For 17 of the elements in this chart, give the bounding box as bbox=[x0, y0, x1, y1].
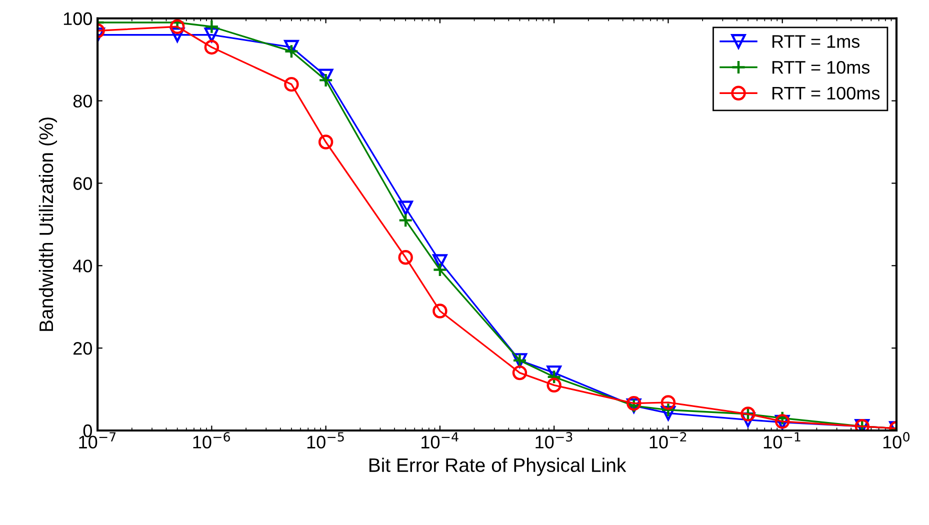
y-tick-label: 40 bbox=[73, 260, 92, 272]
legend-label: RTT = 10ms bbox=[772, 60, 870, 74]
y-tick-label: 100 bbox=[64, 12, 92, 26]
y-tick-label: 20 bbox=[74, 342, 92, 355]
y-axis-title: Bandwidth Utilization (%) bbox=[38, 118, 57, 331]
x-tick-label: 10$^{−5}$ bbox=[307, 432, 344, 448]
x-tick-label: 10$^{−1}$ bbox=[764, 432, 800, 448]
legend-label: RTT = 100ms bbox=[772, 86, 880, 100]
x-tick-label: 10$^{−3}$ bbox=[536, 432, 572, 448]
x-tick-label: 10$^{−4}$ bbox=[422, 432, 458, 448]
x-axis-title: Bit Error Rate of Physical Link bbox=[369, 458, 626, 476]
x-tick-label: 10$^{0}$ bbox=[883, 432, 910, 448]
x-tick-label: 10$^{−2}$ bbox=[650, 432, 686, 448]
legend-label: RTT = 1ms bbox=[772, 35, 860, 48]
y-tick-label: 80 bbox=[73, 94, 92, 108]
y-tick-label: 60 bbox=[74, 177, 92, 190]
x-tick-label: 10$^{−6}$ bbox=[193, 432, 230, 448]
